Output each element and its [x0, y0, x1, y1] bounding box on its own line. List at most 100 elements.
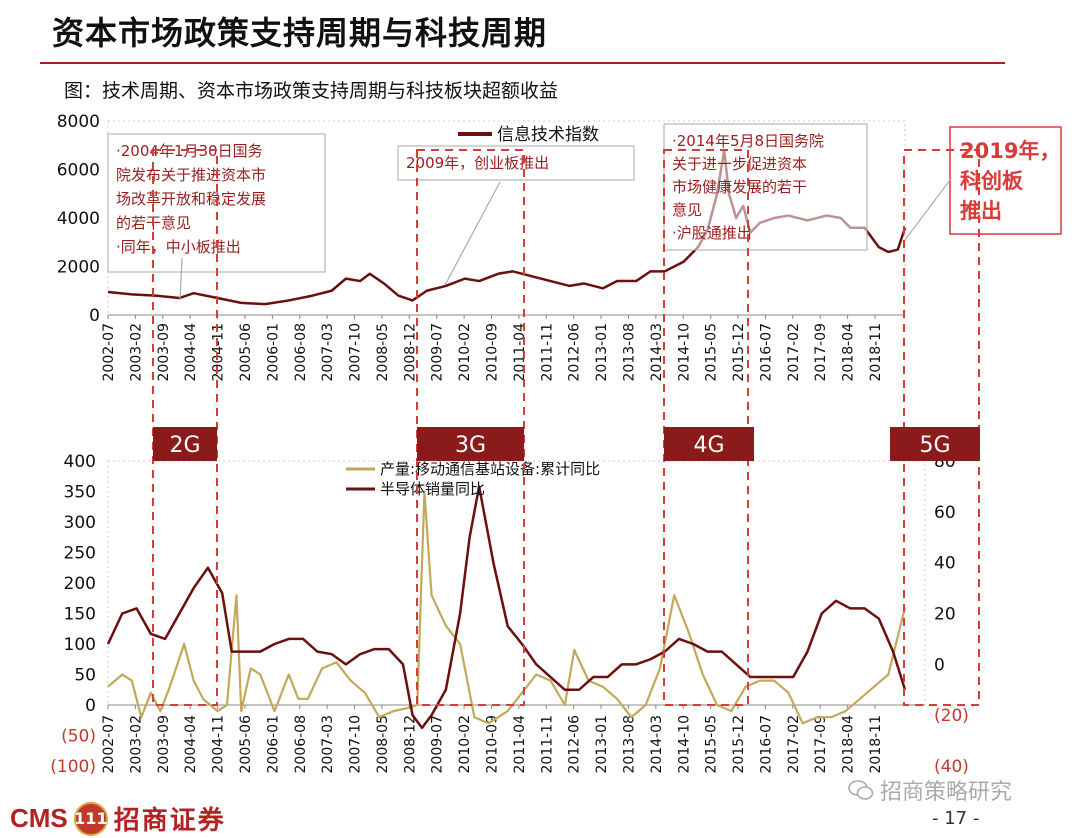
annotation-2019-star-market-box [949, 126, 1062, 235]
annotation-2019-line: 推出 [960, 199, 1002, 223]
y-tick-label-top: 6000 [57, 161, 100, 181]
pointer-arrow-2009 [444, 181, 501, 286]
y-tick-label-bottom-right: 60 [934, 503, 956, 523]
generation-label-3G: 3G [455, 433, 486, 458]
legend-label-semiconductor: 半导体销量同比 [380, 480, 485, 498]
y-tick-label-bottom-left: 250 [64, 544, 96, 564]
x-tick-label-bottom: 2003-02 [128, 715, 144, 774]
x-tick-label-top: 2013-08 [621, 323, 637, 382]
x-tick-label-bottom: 2011-11 [539, 715, 555, 774]
x-tick-label-bottom: 2004-04 [183, 715, 199, 774]
x-tick-label-bottom: 2009-07 [430, 715, 446, 774]
wechat-account: 招商策略研究 [848, 774, 1012, 806]
y-tick-label-bottom-left: 400 [64, 452, 96, 472]
y-tick-label-bottom-left: 150 [64, 605, 96, 625]
y-tick-label-bottom-right: (20) [934, 706, 969, 726]
x-tick-label-bottom: 2012-06 [567, 715, 583, 774]
x-tick-label-bottom: 2014-03 [649, 715, 665, 774]
plot-frame-bottom [107, 460, 926, 706]
logo-badge-icon: 111 [73, 801, 108, 836]
x-tick-label-bottom: 2015-12 [731, 715, 747, 774]
x-tick-label-bottom: 2006-08 [293, 715, 309, 774]
x-tick-label-top: 2017-02 [786, 323, 802, 382]
x-tick-label-bottom: 2017-09 [813, 715, 829, 774]
x-tick-label-bottom: 2003-09 [156, 715, 172, 774]
x-tick-label-top: 2010-02 [457, 323, 473, 382]
x-tick-label-top: 2017-09 [813, 323, 829, 382]
title-divider [40, 62, 1005, 64]
x-tick-label-bottom: 2016-07 [758, 715, 774, 774]
brand-name: 招商证券 [113, 806, 226, 836]
x-tick-label-top: 2006-08 [293, 323, 309, 382]
annotation-2009-chinext-line: 2009年，创业板推出 [406, 154, 549, 172]
y-tick-label-bottom-left: 200 [64, 574, 96, 594]
y-tick-label-bottom-right: (40) [934, 757, 969, 777]
y-tick-label-bottom-left: 0 [85, 696, 96, 716]
x-tick-label-top: 2007-03 [320, 323, 336, 382]
series-line-semiconductor-sales [106, 485, 907, 730]
x-tick-label-top: 2014-10 [676, 323, 692, 382]
x-tick-label-top: 2010-09 [485, 323, 501, 382]
x-tick-label-top: 2011-11 [539, 323, 555, 382]
x-tick-label-top: 2015-05 [704, 323, 720, 382]
figure-caption: 图：技术周期、资本市场政策支持周期与科技板块超额收益 [64, 80, 559, 102]
y-tick-label-bottom-left: (50) [61, 727, 96, 747]
x-tick-label-bottom: 2008-12 [402, 715, 418, 774]
annotation-2014-policy-line: 意见 [672, 201, 702, 219]
x-tick-label-bottom: 2015-05 [704, 715, 720, 774]
x-tick-label-bottom: 2007-10 [348, 715, 364, 774]
generation-label-bg-2G [153, 427, 217, 461]
annotation-2014-policy-box [663, 123, 868, 251]
x-tick-label-top: 2014-03 [649, 323, 665, 382]
pointer-arrow-2019 [904, 179, 951, 241]
annotation-2014-policy-line: ·沪股通推出 [672, 224, 752, 242]
x-tick-label-top: 2003-02 [128, 323, 144, 382]
x-tick-label-top: 2016-07 [758, 323, 774, 382]
series-line-base-station-output [107, 490, 907, 725]
x-tick-label-top: 2009-07 [430, 323, 446, 382]
x-tick-label-bottom: 2010-09 [485, 715, 501, 774]
page-title: 资本市场政策支持周期与科技周期 [52, 14, 548, 52]
annotation-2014-policy-line: 市场健康发展的若干 [672, 178, 807, 196]
x-tick-label-bottom: 2006-01 [265, 715, 281, 774]
generation-label-bg-4G [664, 427, 754, 461]
annotation-2004-policy-line: 院发布关于推进资本市 [116, 166, 266, 184]
x-tick-label-top: 2013-01 [594, 323, 610, 382]
x-tick-label-bottom: 2018-11 [868, 715, 884, 774]
y-tick-label-bottom-left: 50 [74, 666, 96, 686]
x-tick-label-bottom: 2008-05 [375, 715, 391, 774]
y-tick-label-bottom-right: 0 [934, 655, 945, 675]
x-tick-label-bottom: 2013-08 [621, 715, 637, 774]
x-tick-label-bottom: 2017-02 [786, 715, 802, 774]
x-tick-label-top: 2011-04 [512, 323, 528, 382]
legend-label-info-tech: 信息技术指数 [497, 125, 599, 145]
x-tick-label-top: 2012-06 [567, 323, 583, 382]
pointer-arrow-2004 [179, 257, 183, 301]
x-tick-label-bottom: 2007-03 [320, 715, 336, 774]
x-tick-label-bottom: 2010-02 [457, 715, 473, 774]
x-tick-label-top: 2007-10 [348, 323, 364, 382]
generation-label-5G: 5G [919, 433, 950, 458]
x-tick-label-bottom: 2011-04 [512, 715, 528, 774]
y-tick-label-top: 2000 [57, 258, 100, 278]
page-number: - 17 - [932, 808, 980, 829]
generation-label-4G: 4G [693, 433, 724, 458]
cms-logo: CMS 111 招商证券 [10, 800, 226, 837]
wechat-icon [848, 780, 874, 800]
x-tick-label-top: 2003-09 [156, 323, 172, 382]
x-tick-label-top: 2018-04 [841, 323, 857, 382]
y-tick-label-top: 8000 [57, 112, 100, 132]
generation-label-2G: 2G [169, 433, 200, 458]
y-tick-label-bottom-right: 20 [934, 605, 956, 625]
annotation-2004-policy-line: ·同年，中小板推出 [116, 238, 241, 256]
x-tick-label-bottom: 2005-06 [238, 715, 254, 774]
x-tick-label-top: 2002-07 [101, 323, 117, 382]
y-tick-label-bottom-left: (100) [50, 757, 96, 777]
annotation-2014-policy-line: 关于进一步促进资本 [672, 155, 807, 173]
x-tick-label-bottom: 2014-10 [676, 715, 692, 774]
annotation-2019-line: 科创板 [960, 169, 1024, 193]
x-tick-label-bottom: 2004-11 [211, 715, 227, 774]
x-tick-label-top: 2008-05 [375, 323, 391, 382]
x-tick-label-bottom: 2013-01 [594, 715, 610, 774]
